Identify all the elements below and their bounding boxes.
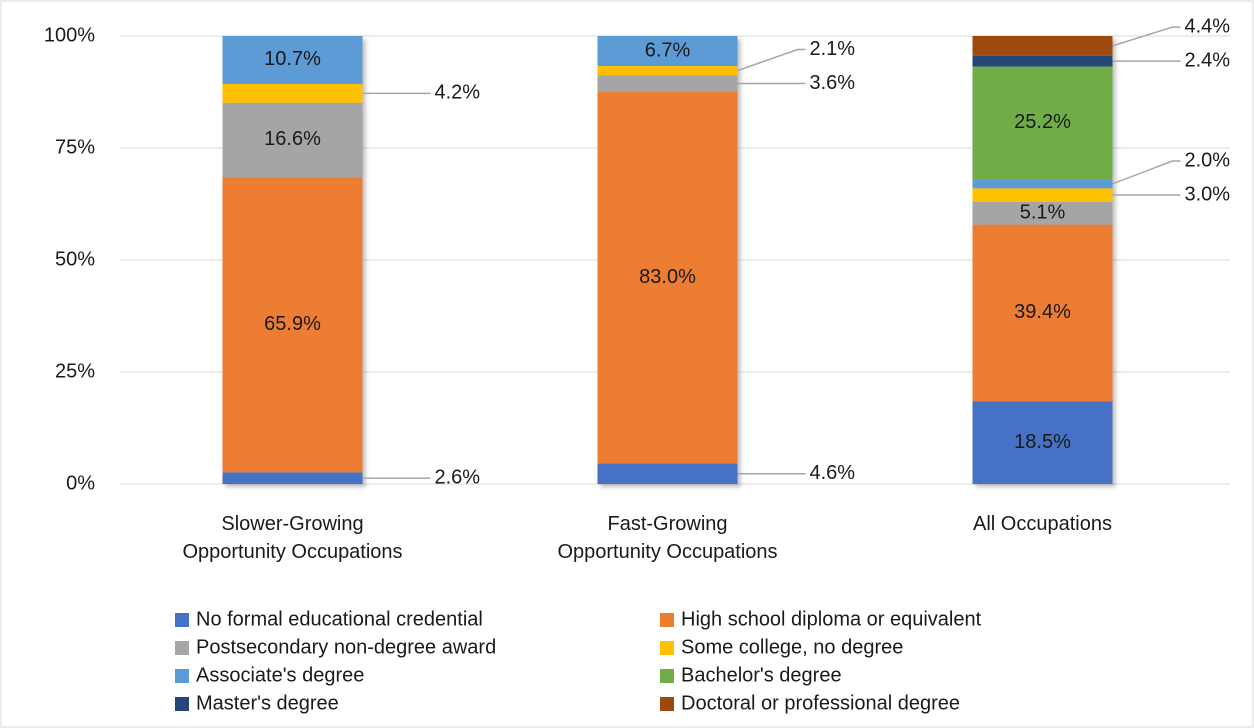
bar-segment [597, 463, 738, 484]
bar-segment [222, 177, 363, 473]
legend-label: Bachelor's degree [681, 664, 842, 686]
data-label: 4.6% [810, 462, 856, 484]
data-label: 18.5% [1014, 431, 1071, 453]
data-label: 39.4% [1014, 301, 1071, 323]
data-label: 10.7% [264, 48, 321, 70]
x-tick-label: Slower-Growing Opportunity Occupations [182, 513, 403, 563]
y-tick-label: 0% [66, 472, 95, 494]
y-tick-label: 50% [55, 248, 95, 270]
bar-segment [222, 102, 363, 178]
bar-segment [972, 55, 1113, 67]
y-tick-label: 100% [44, 24, 95, 46]
bar-segment [597, 75, 738, 92]
bar-segment [972, 201, 1113, 225]
legend-label: Associate's degree [196, 664, 364, 686]
legend-label: High school diploma or equivalent [681, 608, 982, 630]
legend-swatch [175, 669, 189, 683]
data-label: 2.4% [1185, 49, 1231, 71]
data-label: 16.6% [264, 128, 321, 150]
legend-swatch [660, 669, 674, 683]
bar-stack [597, 36, 738, 484]
legend-swatch [660, 697, 674, 711]
legend-swatch [175, 613, 189, 627]
data-label: 2.1% [810, 38, 856, 60]
bar-segment [597, 36, 738, 67]
data-label: 3.0% [1185, 183, 1231, 205]
leader-line [1112, 26, 1181, 47]
legend-swatch [660, 613, 674, 627]
x-tick-label: Fast-Growing Opportunity Occupations [557, 513, 778, 563]
bar-segment [972, 179, 1113, 189]
leader-line [1112, 160, 1181, 185]
x-tick-label: All Occupations [973, 513, 1112, 535]
data-label: 4.2% [435, 82, 481, 104]
data-label: 4.4% [1185, 15, 1231, 37]
bar-segment [972, 66, 1113, 180]
legend-label: Doctoral or professional degree [681, 692, 960, 714]
data-label: 2.6% [435, 466, 481, 488]
bar-segment [972, 36, 1113, 56]
bar-segment [597, 91, 738, 464]
legend-swatch [660, 641, 674, 655]
legend-label: Master's degree [196, 692, 339, 714]
bar-segment [972, 188, 1113, 202]
bar-segment [222, 472, 363, 484]
leader-line [737, 48, 806, 72]
data-label: 5.1% [1020, 201, 1066, 223]
bar-stack [222, 36, 363, 484]
legend-swatch [175, 641, 189, 655]
legend-label: No formal educational credential [196, 608, 483, 630]
bar-segment [972, 401, 1113, 484]
data-label: 83.0% [639, 266, 696, 288]
legend-label: Some college, no degree [681, 636, 903, 658]
bar-segment [222, 36, 363, 84]
legend-label: Postsecondary non-degree award [196, 636, 496, 658]
bar-stack [972, 36, 1113, 484]
bar-segment [972, 224, 1113, 402]
y-tick-label: 75% [55, 136, 95, 158]
data-label: 3.6% [810, 72, 856, 94]
data-label: 25.2% [1014, 111, 1071, 133]
bar-segment [597, 66, 738, 76]
y-tick-label: 25% [55, 360, 95, 382]
data-label: 2.0% [1185, 149, 1231, 171]
data-label: 65.9% [264, 313, 321, 335]
legend-swatch [175, 697, 189, 711]
data-label: 6.7% [645, 39, 691, 61]
bar-segment [222, 83, 363, 103]
